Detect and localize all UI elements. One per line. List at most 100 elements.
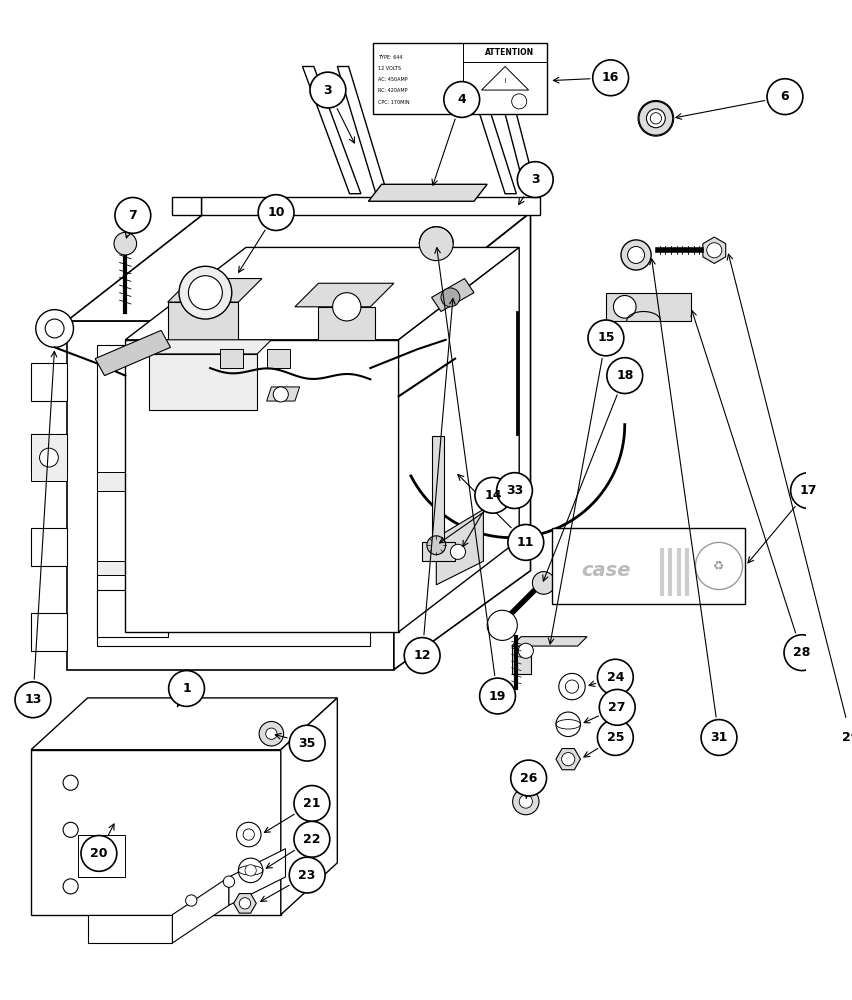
Circle shape	[237, 822, 261, 847]
Circle shape	[223, 876, 234, 887]
Text: case: case	[581, 561, 630, 580]
Circle shape	[767, 79, 803, 115]
Circle shape	[556, 712, 580, 737]
Polygon shape	[97, 345, 371, 646]
Circle shape	[566, 680, 579, 693]
Text: 27: 27	[608, 701, 626, 714]
Circle shape	[115, 197, 151, 233]
Polygon shape	[295, 283, 394, 307]
Polygon shape	[233, 894, 256, 913]
Circle shape	[266, 728, 277, 739]
Polygon shape	[125, 340, 399, 632]
Text: !: !	[504, 78, 507, 84]
Polygon shape	[125, 247, 519, 340]
Circle shape	[532, 572, 555, 594]
Circle shape	[63, 822, 78, 837]
Polygon shape	[606, 293, 691, 321]
Text: 22: 22	[303, 833, 320, 846]
Circle shape	[607, 358, 642, 394]
Circle shape	[517, 162, 553, 197]
Polygon shape	[172, 877, 229, 943]
Circle shape	[290, 725, 325, 761]
Text: 19: 19	[489, 690, 506, 703]
Polygon shape	[31, 434, 66, 481]
Text: 15: 15	[597, 331, 614, 344]
Text: 11: 11	[517, 536, 534, 549]
Circle shape	[559, 673, 585, 700]
Circle shape	[519, 795, 532, 808]
Polygon shape	[149, 354, 257, 410]
Text: ATTENTION: ATTENTION	[486, 48, 534, 57]
Circle shape	[695, 542, 743, 590]
Text: 35: 35	[298, 737, 316, 750]
Text: 14: 14	[484, 489, 502, 502]
Circle shape	[294, 821, 330, 857]
Text: 3: 3	[324, 84, 332, 97]
Polygon shape	[31, 528, 66, 566]
Polygon shape	[432, 436, 444, 542]
Circle shape	[310, 72, 346, 108]
Text: 16: 16	[602, 71, 619, 84]
Text: AC: 450AMP: AC: 450AMP	[377, 77, 407, 82]
Circle shape	[621, 240, 651, 270]
Circle shape	[63, 879, 78, 894]
Text: 24: 24	[607, 671, 624, 684]
Circle shape	[243, 829, 255, 840]
Circle shape	[833, 720, 852, 755]
Circle shape	[707, 243, 722, 258]
Polygon shape	[267, 387, 300, 401]
Polygon shape	[66, 321, 394, 670]
Polygon shape	[31, 434, 66, 472]
Polygon shape	[368, 184, 487, 201]
Polygon shape	[302, 66, 361, 194]
Circle shape	[39, 448, 59, 467]
Circle shape	[597, 659, 633, 695]
Polygon shape	[97, 561, 371, 575]
Text: 26: 26	[520, 772, 538, 785]
Circle shape	[784, 635, 820, 671]
Polygon shape	[97, 590, 168, 637]
Polygon shape	[281, 698, 337, 915]
Polygon shape	[464, 66, 516, 194]
Polygon shape	[78, 835, 125, 877]
Polygon shape	[703, 237, 726, 263]
Polygon shape	[267, 349, 291, 368]
Polygon shape	[512, 637, 587, 646]
Text: 7: 7	[129, 209, 137, 222]
Circle shape	[593, 60, 629, 96]
Circle shape	[81, 835, 117, 871]
Polygon shape	[201, 197, 540, 215]
Polygon shape	[319, 307, 375, 340]
Circle shape	[508, 525, 544, 560]
Polygon shape	[399, 247, 519, 632]
Polygon shape	[220, 349, 243, 368]
Polygon shape	[168, 279, 262, 302]
Circle shape	[599, 689, 635, 725]
Circle shape	[239, 898, 250, 909]
Circle shape	[259, 721, 284, 746]
Circle shape	[650, 113, 661, 124]
Polygon shape	[95, 330, 170, 376]
Circle shape	[332, 293, 361, 321]
Circle shape	[444, 82, 480, 117]
Polygon shape	[31, 613, 66, 651]
Polygon shape	[436, 509, 483, 585]
Circle shape	[487, 610, 517, 640]
Circle shape	[169, 671, 204, 706]
Text: 33: 33	[506, 484, 523, 497]
Polygon shape	[556, 749, 580, 770]
Circle shape	[273, 387, 288, 402]
Text: 4: 4	[458, 93, 466, 106]
Polygon shape	[394, 213, 531, 670]
Text: 17: 17	[800, 484, 817, 497]
Polygon shape	[481, 66, 528, 90]
Polygon shape	[172, 197, 201, 215]
Text: ♻: ♻	[713, 559, 725, 572]
Polygon shape	[66, 213, 531, 321]
Polygon shape	[432, 279, 474, 312]
Text: 20: 20	[90, 847, 107, 860]
Text: 31: 31	[711, 731, 728, 744]
Circle shape	[639, 101, 673, 135]
Circle shape	[294, 786, 330, 821]
Circle shape	[647, 109, 665, 128]
